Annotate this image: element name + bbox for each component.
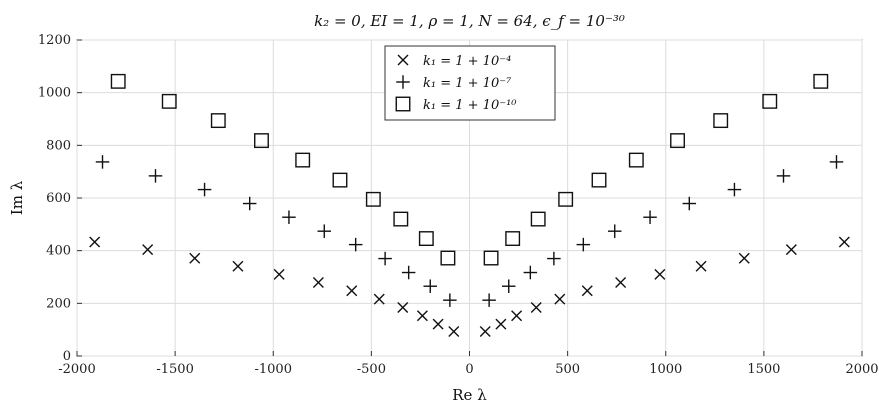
data-point-cross bbox=[654, 268, 666, 280]
legend-label: k₁ = 1 + 10⁻⁴ bbox=[423, 54, 511, 69]
x-tick-label: -2000 bbox=[58, 362, 95, 377]
data-point-plus bbox=[197, 182, 212, 197]
data-point-plus bbox=[378, 251, 392, 266]
data-point-plus bbox=[547, 251, 561, 266]
x-tick-label: 1500 bbox=[747, 362, 780, 377]
data-point-square bbox=[713, 113, 729, 129]
data-point-cross bbox=[142, 244, 154, 256]
data-point-cross bbox=[416, 310, 428, 322]
data-point-square bbox=[332, 172, 348, 188]
data-point-square bbox=[161, 93, 177, 109]
data-point-cross bbox=[346, 285, 358, 297]
data-point-square bbox=[813, 73, 829, 89]
data-point-cross bbox=[273, 268, 285, 280]
legend-marker bbox=[395, 96, 411, 112]
legend-marker bbox=[397, 54, 409, 66]
y-tick-label: 200 bbox=[46, 296, 71, 311]
legend-label: k₁ = 1 + 10⁻¹⁰ bbox=[423, 98, 517, 113]
data-point-plus bbox=[829, 155, 844, 169]
data-point-cross bbox=[373, 293, 385, 305]
x-tick-label: -1000 bbox=[255, 362, 292, 377]
data-point-cross bbox=[838, 236, 850, 248]
data-point-plus bbox=[242, 196, 257, 211]
y-axis-label: Im λ bbox=[8, 180, 26, 215]
legend-label: k₁ = 1 + 10⁻⁷ bbox=[423, 76, 512, 91]
data-point-cross bbox=[615, 277, 627, 289]
y-tick-label: 0 bbox=[63, 349, 71, 364]
y-tick-label: 800 bbox=[46, 138, 71, 153]
data-point-cross bbox=[448, 326, 460, 338]
data-point-cross bbox=[785, 244, 797, 256]
data-point-cross bbox=[581, 285, 593, 297]
chart-title: k₂ = 0, EI = 1, ρ = 1, N = 64, ϵ_f = 10⁻… bbox=[314, 12, 625, 30]
data-point-square bbox=[295, 152, 311, 168]
data-point-square bbox=[670, 133, 685, 149]
data-point-plus bbox=[348, 237, 363, 252]
data-point-square bbox=[210, 113, 226, 129]
x-tick-label: 0 bbox=[465, 362, 473, 377]
data-point-cross bbox=[738, 252, 750, 264]
x-axis-ticks: -2000 -1500 -1000 -500 0 500 1000 1500 2000 bbox=[58, 351, 879, 377]
y-tick-label: 400 bbox=[46, 244, 71, 259]
data-point-square bbox=[530, 211, 546, 227]
data-point-square bbox=[762, 93, 778, 109]
data-point-plus bbox=[282, 210, 296, 224]
data-point-square bbox=[365, 191, 381, 207]
data-point-cross bbox=[432, 318, 444, 330]
data-point-cross bbox=[312, 277, 324, 289]
data-point-cross bbox=[232, 260, 244, 272]
x-tick-label: 1000 bbox=[649, 362, 682, 377]
data-point-plus bbox=[607, 224, 622, 238]
data-point-square bbox=[418, 231, 434, 247]
data-point-plus bbox=[317, 224, 332, 238]
data-point-square bbox=[110, 73, 126, 89]
data-point-cross bbox=[695, 260, 707, 272]
data-point-plus bbox=[643, 210, 657, 224]
data-point-cross bbox=[89, 236, 101, 248]
data-point-plus bbox=[423, 279, 437, 293]
y-tick-label: 1000 bbox=[38, 86, 71, 101]
data-point-cross bbox=[189, 252, 201, 264]
data-point-plus bbox=[502, 279, 516, 293]
data-point-plus bbox=[727, 182, 742, 197]
data-point-square bbox=[254, 133, 269, 149]
x-tick-label: -500 bbox=[357, 362, 386, 377]
data-point-plus bbox=[148, 169, 163, 183]
grid-lines bbox=[76, 39, 863, 357]
data-point-cross bbox=[495, 318, 507, 330]
data-point-plus bbox=[776, 169, 791, 183]
x-tick-label: -1500 bbox=[156, 362, 193, 377]
data-point-plus bbox=[682, 196, 697, 211]
data-point-square bbox=[440, 250, 456, 266]
y-axis-ticks: 0 200 400 600 800 1000 1200 bbox=[38, 33, 82, 364]
x-tick-label: 500 bbox=[555, 362, 580, 377]
data-point-square bbox=[591, 172, 607, 188]
legend-marker bbox=[396, 75, 410, 89]
data-point-cross bbox=[479, 326, 491, 338]
data-point-square bbox=[505, 231, 521, 247]
x-tick-label: 2000 bbox=[845, 362, 878, 377]
data-point-square bbox=[628, 152, 644, 168]
data-point-plus bbox=[482, 293, 496, 307]
data-point-cross bbox=[554, 293, 566, 305]
data-point-plus bbox=[401, 265, 416, 280]
data-point-plus bbox=[443, 293, 457, 307]
data-points bbox=[89, 73, 850, 338]
data-point-cross bbox=[530, 302, 542, 314]
y-tick-label: 1200 bbox=[38, 33, 71, 48]
legend-box bbox=[384, 45, 556, 121]
y-tick-label: 600 bbox=[46, 191, 71, 206]
data-point-plus bbox=[95, 155, 110, 169]
legend: k₁ = 1 + 10⁻⁴ k₁ = 1 + 10⁻⁷ k₁ = 1 + 10⁻¹⁰ bbox=[384, 45, 556, 121]
data-point-square bbox=[393, 211, 409, 227]
x-axis-label: Re λ bbox=[452, 386, 487, 404]
data-point-plus bbox=[576, 237, 591, 252]
data-point-square bbox=[558, 191, 574, 207]
data-point-plus bbox=[523, 265, 538, 280]
data-point-cross bbox=[511, 310, 523, 322]
data-point-cross bbox=[397, 302, 409, 314]
data-point-square bbox=[483, 250, 499, 266]
